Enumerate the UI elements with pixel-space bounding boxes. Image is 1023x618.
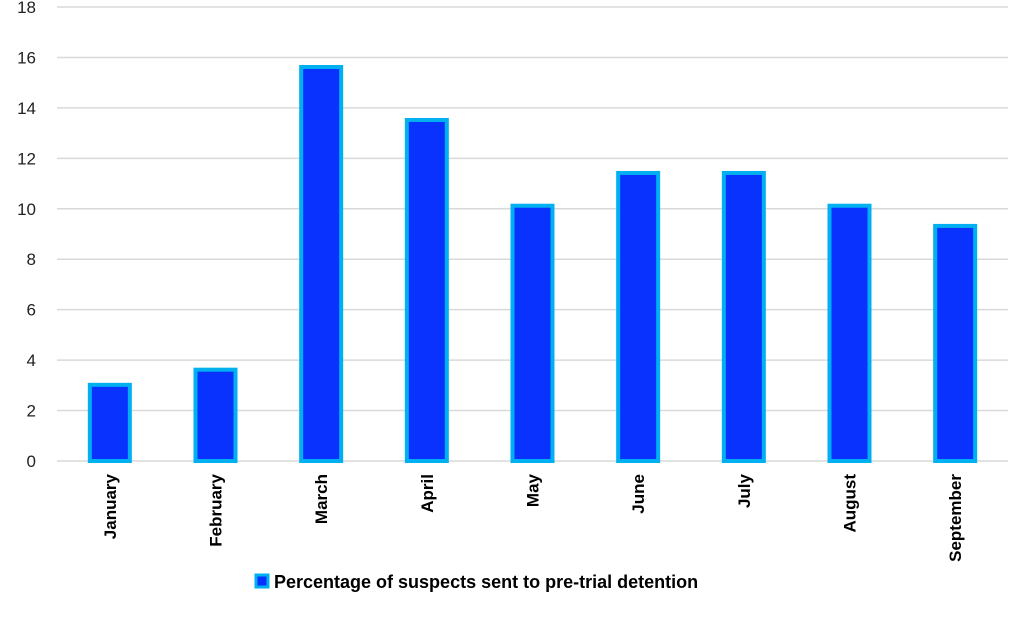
y-tick-label: 6: [27, 301, 36, 320]
y-tick-label: 12: [17, 149, 36, 168]
bar-june: [616, 170, 661, 463]
x-tick-label: January: [101, 473, 120, 539]
legend-label: Percentage of suspects sent to pre-trial…: [274, 572, 698, 592]
y-tick-label: 2: [27, 402, 36, 421]
x-tick-label: March: [312, 474, 331, 524]
x-tick-label: July: [735, 473, 754, 508]
bar-april: [404, 117, 449, 463]
y-tick-label: 8: [27, 250, 36, 269]
y-tick-label: 14: [17, 99, 36, 118]
x-tick-label: June: [629, 474, 648, 514]
bar-january: [87, 382, 132, 463]
bar-march: [299, 65, 344, 463]
x-tick-label: August: [841, 474, 860, 533]
y-tick-label: 18: [17, 0, 36, 17]
y-tick-label: 0: [27, 452, 36, 471]
bar-may: [510, 203, 555, 463]
x-tick-label: April: [418, 474, 437, 513]
y-tick-label: 10: [17, 200, 36, 219]
bar-february: [193, 367, 238, 463]
bar-july: [721, 170, 766, 463]
legend-swatch: [254, 573, 270, 589]
y-tick-label: 4: [27, 351, 36, 370]
bar-august: [827, 203, 872, 463]
x-tick-label: February: [207, 473, 226, 546]
bar-september: [933, 223, 978, 463]
y-tick-label: 16: [17, 48, 36, 67]
x-tick-label: September: [946, 474, 965, 562]
x-tick-label: May: [524, 473, 543, 507]
